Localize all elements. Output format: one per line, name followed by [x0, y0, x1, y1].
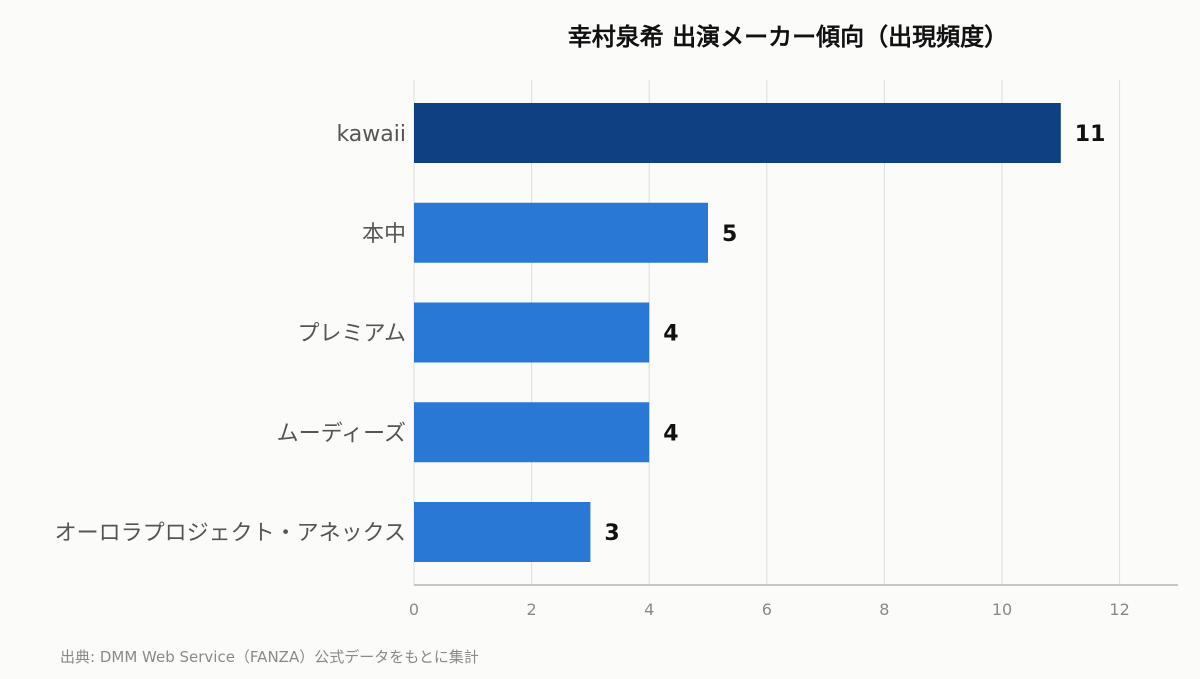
category-label-2: プレミアム	[298, 322, 406, 347]
chart-title: 幸村泉希 出演メーカー傾向（出現頻度）	[568, 23, 1008, 51]
value-label-4: 3	[604, 521, 619, 546]
bar-0	[414, 103, 1061, 163]
category-label-4: オーロラプロジェクト・アネックス	[55, 521, 406, 546]
label-layer: kawaii 11 本中 5 プレミアム 4 ムーディーズ 4 オーロラプロジェクト・アネックス…	[55, 122, 1106, 546]
tick-layer: 0 2 4 6 8 10 12	[409, 600, 1130, 619]
value-label-3: 4	[663, 421, 678, 446]
value-label-2: 4	[663, 322, 678, 347]
value-label-1: 5	[722, 222, 737, 247]
x-tick-label-2: 2	[527, 600, 537, 619]
x-tick-label-0: 0	[409, 600, 419, 619]
x-tick-label-10: 10	[992, 600, 1012, 619]
value-label-0: 11	[1075, 122, 1106, 147]
x-tick-label-4: 4	[644, 600, 654, 619]
bar-1	[414, 202, 708, 263]
x-tick-label-8: 8	[879, 600, 889, 619]
x-tick-label-12: 12	[1109, 600, 1129, 619]
category-label-3: ムーディーズ	[277, 421, 406, 446]
source-note: 出典: DMM Web Service（FANZA）公式データをもとに集計	[60, 648, 479, 666]
bar-layer	[414, 103, 1061, 562]
x-tick-label-6: 6	[762, 600, 772, 619]
bar-2	[414, 302, 650, 363]
bar-3	[414, 402, 650, 463]
category-label-0: kawaii	[336, 122, 406, 147]
bar-4	[414, 502, 591, 562]
category-label-1: 本中	[362, 222, 406, 247]
